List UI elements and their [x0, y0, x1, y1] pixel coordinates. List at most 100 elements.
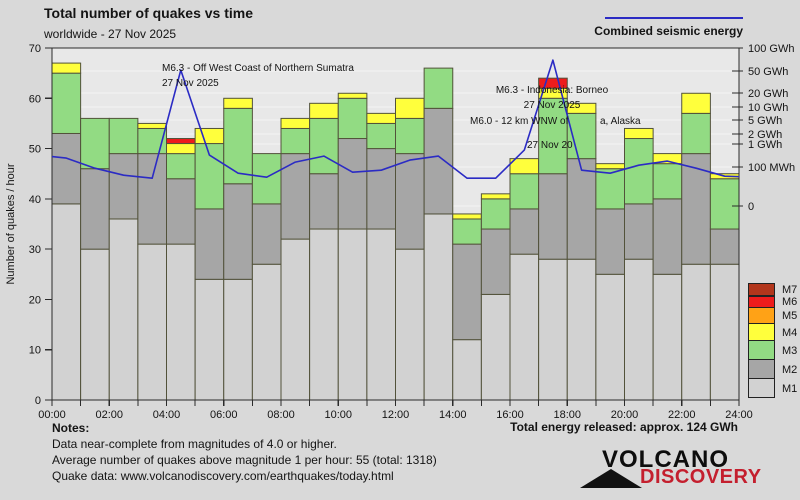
legend-item-M5: M5: [748, 307, 798, 324]
x-axis-tick-label: 02:00: [95, 409, 123, 421]
bar-segment-M4: [566, 102, 597, 114]
bar-segment-M1: [709, 263, 740, 401]
annotation-text: M6.3 - Off West Coast of Northern Sumatr…: [162, 63, 354, 74]
bar-segment-M1: [80, 248, 110, 401]
bar-segment-M3: [337, 97, 368, 140]
x-axis-tick-label: 22:00: [668, 409, 696, 421]
bar-segment-M2: [108, 153, 139, 220]
legend-label: M5: [782, 310, 798, 322]
energy-legend: Combined seismic energy: [594, 17, 743, 38]
annotation-text: 27 Nov 2025: [524, 100, 581, 111]
legend-swatch-M1: [748, 378, 775, 398]
bar-segment-M1: [480, 293, 511, 401]
y-axis-tick-label: 70: [29, 43, 41, 55]
annotation-text: 27 Nov 2025: [162, 78, 219, 89]
energy-tick-label: 100 MWh: [748, 162, 795, 174]
bar-segment-M1: [452, 339, 482, 401]
x-axis-tick-label: 08:00: [267, 409, 295, 421]
bar-segment-M1: [624, 258, 654, 401]
bar-segment-M3: [166, 153, 196, 180]
bar-segment-M4: [395, 97, 425, 119]
bar-segment-M3: [480, 198, 511, 230]
energy-line: [51, 59, 740, 179]
notes-heading: Notes:: [52, 421, 90, 435]
x-axis-tick-label: 18:00: [553, 409, 581, 421]
bar-segment-M1: [51, 203, 82, 401]
x-axis-tick-label: 10:00: [324, 409, 352, 421]
energy-tick-label: 50 GWh: [748, 66, 788, 78]
bar-segment-M3: [681, 112, 711, 155]
bar-segment-M6: [538, 77, 568, 89]
bar-segment-M2: [280, 153, 311, 240]
energy-tick-label: 10 GWh: [748, 102, 788, 114]
bar-segment-M3: [566, 112, 597, 160]
bar-segment-M2: [366, 148, 397, 230]
legend-swatch-M5: [748, 307, 775, 324]
energy-tick-label: 1 GWh: [748, 139, 782, 151]
bar-segment-M2: [452, 243, 482, 341]
bar-segment-M3: [709, 178, 740, 230]
bar-segment-M2: [51, 132, 82, 205]
bar-segment-M4: [137, 122, 168, 129]
x-axis-tick-label: 24:00: [725, 409, 753, 421]
bar-segment-M1: [280, 238, 311, 401]
y-axis-title: Number of quakes / hour: [5, 163, 17, 284]
energy-tick-label: 0: [748, 201, 754, 213]
legend-item-M7: M7: [748, 283, 797, 296]
bar-segment-M2: [166, 178, 196, 245]
energy-tick-label: 5 GWh: [748, 115, 782, 127]
bar-segment-M2: [652, 198, 683, 275]
annotation-text: a, Alaska: [600, 116, 641, 127]
notes-block: Notes: Data near-complete from magnitude…: [52, 420, 437, 484]
bar-segment-M1: [681, 263, 711, 401]
bar-segment-M3: [223, 107, 253, 185]
bar-segment-M4: [51, 62, 82, 74]
bar-segment-M4: [194, 127, 225, 145]
bar-segment-M6: [166, 138, 196, 145]
bar-segment-M2: [595, 208, 626, 275]
magnitude-legend: M7 M6 M5 M4 M3 M2 M1: [748, 283, 798, 398]
bar-segment-M4: [452, 213, 482, 220]
bar-segment-M2: [223, 183, 253, 280]
y-axis-tick-label: 50: [29, 144, 41, 156]
bar-segment-M3: [624, 138, 654, 205]
bar-segment-M4: [681, 92, 711, 114]
bar-segment-M2: [251, 203, 282, 265]
bar-segment-M2: [681, 153, 711, 265]
x-axis-tick-label: 00:00: [38, 409, 66, 421]
note-line: Average number of quakes above magnitude…: [52, 453, 437, 467]
bar-segment-M3: [366, 122, 397, 150]
annotation-text: M6.0 - 12 km WNW of: [470, 116, 569, 127]
y-axis-tick-label: 30: [29, 244, 41, 256]
note-line: Data near-complete from magnitudes of 4.…: [52, 437, 337, 451]
bar-segment-M2: [538, 173, 568, 260]
bar-segment-M1: [309, 228, 339, 401]
bar-segment-M1: [251, 263, 282, 401]
volcano-discovery-logo: VOLCANO DISCOVERY: [580, 445, 795, 493]
legend-item-M3: M3: [748, 340, 798, 360]
legend-label: M3: [782, 344, 798, 357]
bar-segment-M4: [366, 112, 397, 124]
bar-segment-M2: [337, 138, 368, 230]
bar-segment-M3: [108, 117, 139, 155]
bar-segment-M2: [624, 203, 654, 260]
bar-segment-M3: [423, 67, 454, 109]
energy-legend-label: Combined seismic energy: [594, 24, 743, 38]
bar-segment-M2: [423, 107, 454, 215]
note-line: Quake data: www.volcanodiscovery.com/ear…: [52, 469, 394, 483]
legend-swatch-M6: [748, 295, 775, 308]
bar-segment-M4: [624, 127, 654, 140]
bar-segment-M2: [709, 228, 740, 265]
legend-item-M2: M2: [748, 359, 797, 379]
bar-segment-M1: [595, 273, 626, 401]
bar-segment-M1: [366, 228, 397, 401]
x-axis-tick-label: 06:00: [210, 409, 238, 421]
logo-volcano-text: VOLCANO: [602, 446, 729, 473]
legend-label: M1: [782, 382, 798, 395]
bar-segment-M1: [566, 258, 597, 401]
bar-segment-M3: [80, 117, 110, 170]
bar-segment-M2: [395, 153, 425, 250]
total-energy-label: Total energy released: approx. 124 GWh: [510, 420, 738, 434]
bar-segment-M2: [80, 168, 110, 250]
bar-segment-M3: [280, 127, 311, 155]
